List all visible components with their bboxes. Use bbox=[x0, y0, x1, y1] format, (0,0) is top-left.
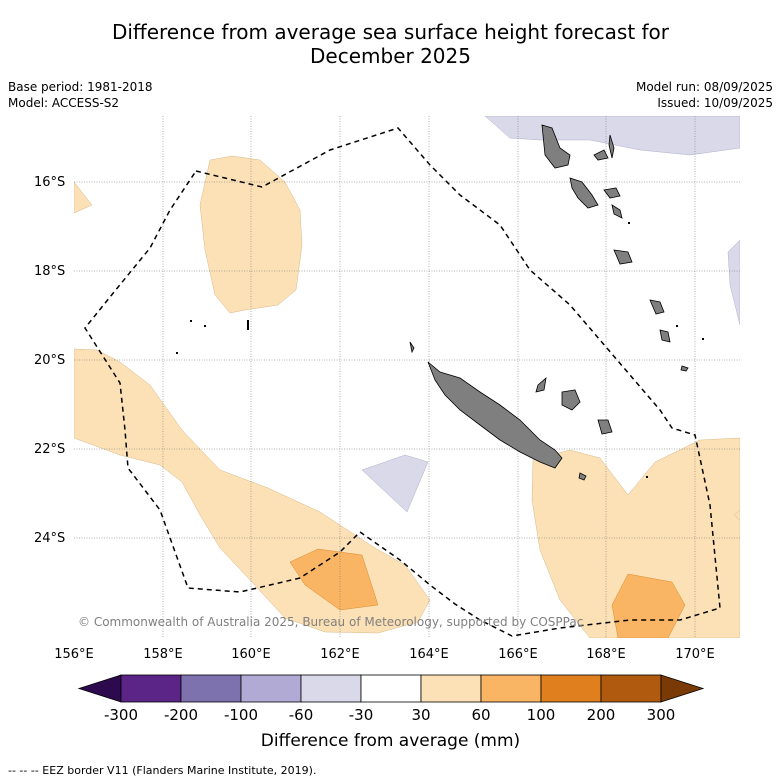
lat-label-20s: 20°S bbox=[34, 353, 66, 368]
lon-label-162e: 162°E bbox=[320, 647, 360, 662]
eez-legend: -- -- -- EEZ border V11 (Flanders Marine… bbox=[8, 764, 316, 777]
vanuatu-islands bbox=[541, 124, 689, 372]
colorbar-label: Difference from average (mm) bbox=[260, 731, 521, 751]
model-name: Model: ACCESS-S2 bbox=[8, 96, 120, 110]
anomaly-low-region-ne bbox=[484, 116, 740, 156]
anomaly-low-region-east bbox=[727, 239, 740, 326]
colorbar-tick: 100 bbox=[526, 706, 556, 724]
colorbar-segment bbox=[120, 674, 182, 703]
colorbar-tick: -30 bbox=[348, 706, 374, 724]
lon-label-158e: 158°E bbox=[143, 647, 183, 662]
lat-label-16s: 16°S bbox=[34, 175, 66, 190]
title-line-2: December 2025 bbox=[310, 44, 471, 68]
lon-label-170e: 170°E bbox=[675, 647, 715, 662]
colorbar-segment bbox=[420, 674, 482, 703]
eez-border bbox=[84, 127, 721, 637]
colorbar-tick: -100 bbox=[223, 706, 259, 724]
copyright-text: © Commonwealth of Australia 2025, Bureau… bbox=[78, 615, 583, 629]
anomaly-high-region-nw bbox=[74, 181, 93, 214]
small-islets bbox=[176, 222, 704, 478]
colorbar-tick: 300 bbox=[646, 706, 676, 724]
loyalty-islands bbox=[535, 376, 613, 435]
lon-label-156e: 156°E bbox=[54, 647, 94, 662]
base-period: Base period: 1981-2018 bbox=[8, 80, 153, 94]
lon-label-160e: 160°E bbox=[231, 647, 271, 662]
lon-label-168e: 168°E bbox=[586, 647, 626, 662]
colorbar-segment bbox=[180, 674, 242, 703]
colorbar-extend-high bbox=[660, 674, 705, 703]
issued-date: Issued: 10/09/2025 bbox=[657, 96, 773, 110]
anomaly-high-region-se bbox=[531, 437, 740, 638]
title-line-1: Difference from average sea surface heig… bbox=[111, 20, 670, 44]
colorbar-segment bbox=[480, 674, 542, 703]
lat-label-18s: 18°S bbox=[34, 264, 66, 279]
gridlines bbox=[74, 116, 740, 638]
colorbar-tick: -200 bbox=[163, 706, 199, 724]
anomaly-high-core-se bbox=[611, 573, 686, 638]
colorbar-tick: 60 bbox=[471, 706, 491, 724]
lon-label-164e: 164°E bbox=[409, 647, 449, 662]
eez-legend-text: -- EEZ border V11 (Flanders Marine Insti… bbox=[30, 764, 317, 777]
colorbar-segment bbox=[600, 674, 662, 703]
lat-label-24s: 24°S bbox=[34, 531, 66, 546]
colorbar-segment bbox=[360, 674, 422, 703]
colorbar-segment bbox=[540, 674, 602, 703]
anomaly-high-core-south bbox=[289, 548, 379, 611]
model-run: Model run: 08/09/2025 bbox=[635, 80, 773, 94]
colorbar-tick: -300 bbox=[103, 706, 139, 724]
map-title: Difference from average sea surface heig… bbox=[0, 20, 781, 68]
meta-left: Base period: 1981-2018 Model: ACCESS-S2 bbox=[8, 79, 153, 111]
lat-label-22s: 22°S bbox=[34, 442, 66, 457]
map-area: © Commonwealth of Australia 2025, Bureau… bbox=[74, 116, 740, 638]
colorbar-tick: 200 bbox=[586, 706, 616, 724]
eez-legend-dash: -- -- bbox=[8, 764, 28, 777]
colorbar-extend-low bbox=[77, 674, 122, 703]
colorbar-segment bbox=[300, 674, 362, 703]
new-caledonia bbox=[409, 341, 587, 481]
colorbar-tick: 30 bbox=[411, 706, 431, 724]
colorbar bbox=[77, 674, 705, 703]
anomaly-low-region-center bbox=[361, 454, 429, 513]
lon-label-166e: 166°E bbox=[498, 647, 538, 662]
colorbar-segment bbox=[240, 674, 302, 703]
meta-right: Model run: 08/09/2025 Issued: 10/09/2025 bbox=[636, 79, 773, 111]
colorbar-tick: -60 bbox=[288, 706, 314, 724]
anomaly-high-region-far-east bbox=[733, 509, 740, 521]
